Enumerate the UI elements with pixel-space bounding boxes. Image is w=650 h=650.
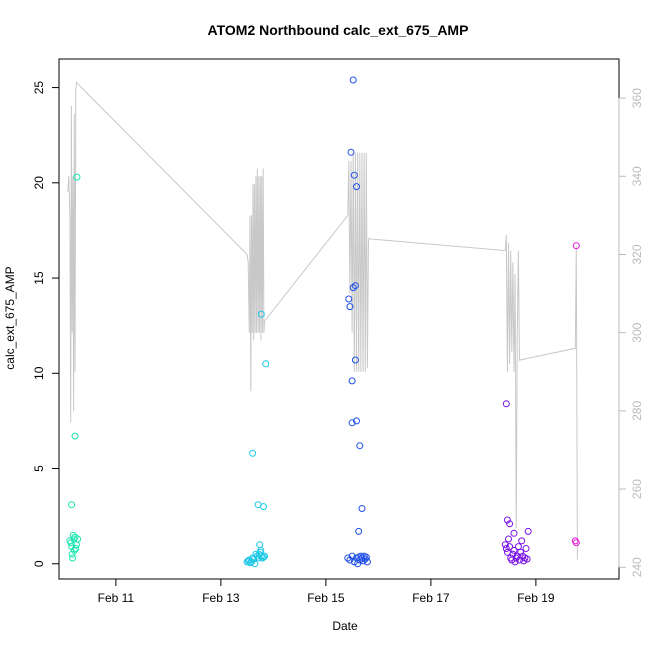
- data-point: [363, 558, 371, 566]
- data-point: [351, 282, 359, 290]
- data-point: [69, 554, 76, 562]
- y-axis-label: calc_ext_675_AMP: [3, 266, 17, 369]
- data-point: [348, 419, 356, 427]
- data-point: [256, 541, 264, 549]
- data-point: [510, 546, 518, 554]
- secondary-line-layer: [67, 81, 578, 560]
- data-point: [348, 377, 356, 385]
- data-point: [261, 552, 269, 560]
- data-point: [71, 432, 79, 440]
- y2-tick-label: 240: [630, 557, 644, 577]
- y-tick-label: 0: [32, 560, 46, 567]
- data-point: [524, 527, 532, 535]
- data-point: [349, 76, 357, 84]
- data-point: [522, 545, 530, 552]
- data-point: [346, 303, 354, 311]
- data-point: [356, 442, 364, 450]
- data-point: [353, 417, 360, 425]
- data-point: [501, 541, 509, 549]
- data-point: [350, 171, 358, 179]
- data-point: [358, 505, 366, 512]
- y2-tick-label: 340: [630, 166, 644, 186]
- data-point: [72, 545, 80, 552]
- x-axis: Feb 11 Feb 13 Feb 15 Feb 17 Feb 19: [98, 578, 555, 605]
- data-point: [257, 310, 265, 318]
- data-point: [506, 520, 514, 528]
- y-tick-label: 5: [32, 465, 46, 472]
- data-point: [258, 554, 266, 562]
- data-point: [251, 560, 259, 568]
- data-point: [257, 546, 265, 554]
- data-point: [260, 503, 267, 511]
- data-point: [518, 537, 526, 545]
- y2-tick-label: 300: [630, 322, 644, 342]
- data-point: [517, 548, 525, 556]
- x-axis-label: Date: [332, 619, 358, 633]
- data-point: [502, 400, 510, 408]
- data-point: [353, 183, 360, 191]
- y-tick-label: 25: [32, 81, 46, 95]
- data-point: [260, 553, 267, 561]
- data-point: [572, 242, 580, 250]
- data-point: [506, 543, 514, 551]
- y2-tick-label: 320: [630, 244, 644, 264]
- points-layer: [66, 76, 580, 568]
- y2-tick-label: 260: [630, 479, 644, 499]
- data-point: [345, 295, 353, 303]
- data-point: [69, 531, 77, 539]
- data-point: [351, 356, 359, 364]
- x-tick-label: Feb 17: [412, 591, 450, 605]
- data-point: [243, 558, 251, 566]
- data-point: [354, 560, 362, 568]
- data-point: [346, 556, 354, 564]
- data-point: [262, 360, 270, 368]
- y-tick-label: 20: [32, 176, 46, 190]
- y2-tick-label: 280: [630, 401, 644, 421]
- x-tick-label: Feb 19: [517, 591, 555, 605]
- y-axis: 0 5 10 15 20 25: [32, 81, 60, 567]
- plot-frame: [58, 58, 620, 580]
- data-point: [73, 173, 81, 181]
- data-point: [355, 527, 363, 535]
- data-point: [249, 449, 257, 457]
- data-point: [362, 553, 370, 561]
- data-point: [74, 535, 82, 543]
- data-point: [510, 529, 518, 537]
- secondary-series-line: [67, 81, 578, 560]
- chart-title: ATOM2 Northbound calc_ext_675_AMP: [208, 22, 469, 38]
- data-point: [514, 543, 522, 551]
- data-point: [349, 284, 357, 292]
- data-point: [348, 552, 356, 560]
- x-tick-label: Feb 13: [202, 591, 240, 605]
- data-point: [68, 501, 76, 509]
- data-point: [572, 539, 580, 547]
- data-point: [344, 554, 352, 562]
- data-point: [503, 516, 511, 524]
- y-tick-label: 15: [32, 271, 46, 285]
- data-point: [523, 555, 531, 563]
- data-point: [505, 535, 512, 543]
- x-tick-label: Feb 11: [98, 591, 135, 605]
- data-point: [347, 148, 355, 156]
- y2-tick-label: 360: [630, 88, 644, 108]
- data-point: [511, 558, 519, 566]
- y-tick-label: 10: [32, 366, 46, 380]
- y2-axis: 240 260 280 300 320 340 360: [618, 88, 644, 577]
- x-tick-label: Feb 15: [307, 591, 345, 605]
- data-point: [68, 550, 76, 558]
